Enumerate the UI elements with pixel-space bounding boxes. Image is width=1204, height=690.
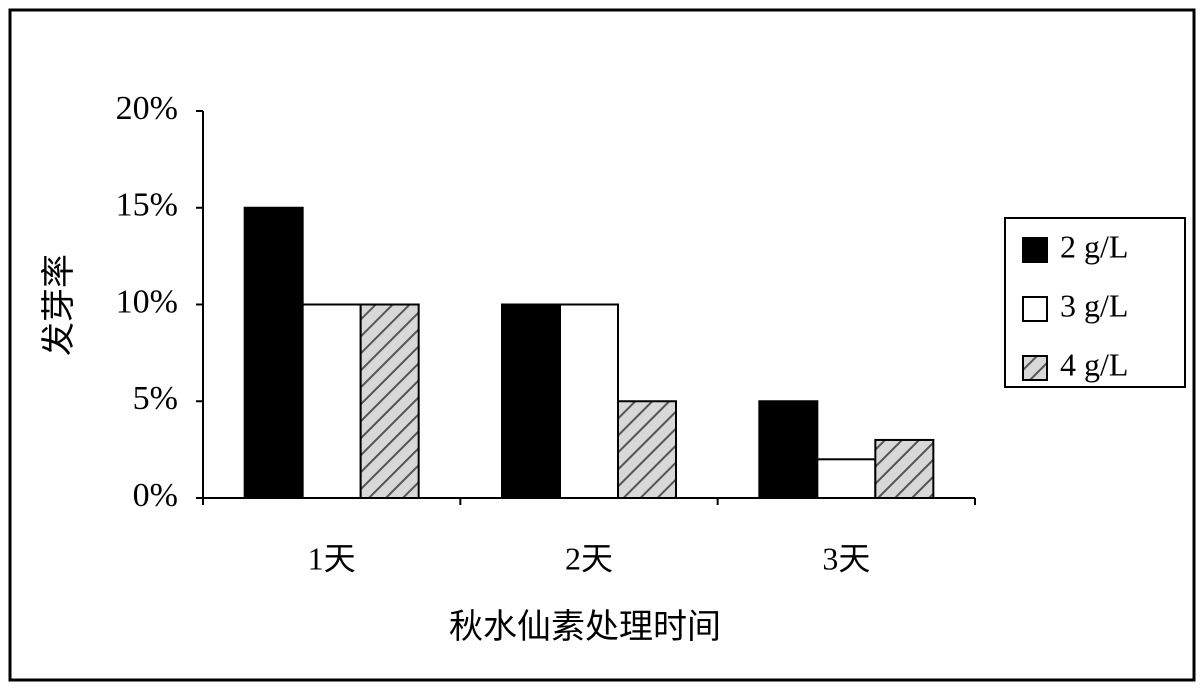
- y-tick-label: 15%: [116, 187, 178, 224]
- bar: [243, 206, 304, 499]
- x-tick-label: 3天: [822, 540, 870, 576]
- legend-swatch: [1022, 296, 1048, 322]
- bar: [359, 303, 420, 499]
- legend-swatch: [1022, 355, 1048, 381]
- legend-label: 2 g/L: [1060, 228, 1128, 264]
- x-tick-label: 2天: [565, 540, 613, 576]
- bar: [758, 400, 819, 499]
- bar: [301, 303, 362, 499]
- legend-swatch: [1022, 237, 1048, 263]
- y-tick-label: 0%: [133, 477, 178, 514]
- legend-label: 4 g/L: [1060, 346, 1128, 382]
- y-tick-label: 20%: [116, 90, 178, 127]
- bar: [501, 303, 561, 499]
- bar: [874, 438, 935, 500]
- x-axis-title: 秋水仙素处理时间: [449, 608, 721, 646]
- bar: [617, 400, 677, 499]
- y-axis-title: 发芽率: [40, 254, 78, 356]
- y-tick-label: 5%: [133, 380, 178, 417]
- bar: [816, 458, 877, 499]
- legend-label: 3 g/L: [1060, 287, 1128, 323]
- y-tick-label: 10%: [116, 283, 178, 320]
- bar: [559, 303, 619, 499]
- x-tick-label: 1天: [308, 540, 356, 576]
